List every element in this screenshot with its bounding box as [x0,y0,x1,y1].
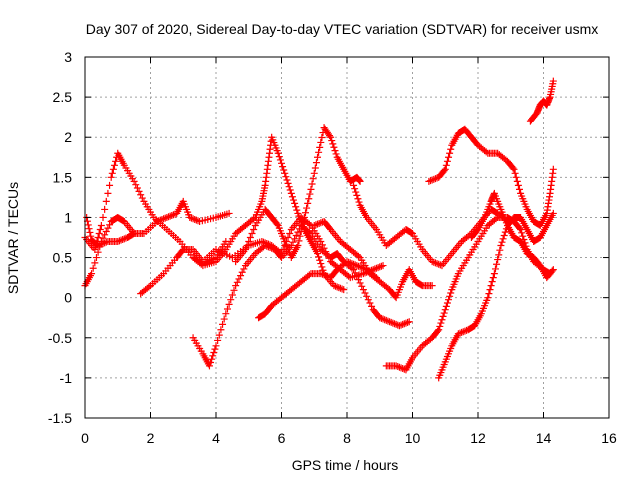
y-tick-label: 0 [64,290,72,306]
x-axis-label: GPS time / hours [292,457,399,473]
y-tick-label: 1 [64,209,72,225]
data-point [232,124,364,266]
y-tick-label: 2 [64,129,72,145]
y-tick-label: 3 [64,49,72,65]
data-point [137,213,387,298]
data-point [526,77,557,125]
y-tick-label: 2.5 [53,89,73,105]
y-tick-label: -0.5 [48,330,72,346]
x-tick-label: 12 [470,430,486,446]
data-point [425,125,557,229]
axis-ticks: 0 2 4 6 8 10 12 14 16 -1.5 -1 -0.5 0 0.5 1 1.5 2 2.5 3 [48,49,617,446]
series-arc4 [137,213,387,298]
chart-title: Day 307 of 2020, Sidereal Day-to-day VTE… [86,21,599,37]
series-arc12 [435,209,557,382]
series-arc13 [425,125,557,229]
x-tick-label: 8 [343,430,351,446]
plot-area [81,77,557,382]
y-tick-label: -1 [60,370,73,386]
series-arc14 [467,189,557,282]
x-tick-label: 2 [147,430,155,446]
y-tick-label: 1.5 [53,169,73,185]
y-tick-label: 0.5 [53,250,73,266]
data-point [435,209,557,382]
x-tick-label: 0 [81,430,89,446]
series-arc7 [189,133,348,294]
series-arc1 [81,149,230,268]
y-tick-label: -1.5 [48,410,72,426]
x-tick-label: 10 [405,430,421,446]
x-tick-label: 4 [212,430,220,446]
data-point [310,217,436,302]
series-arc9 [310,217,436,302]
data-point [189,133,348,294]
y-axis-label: SDTVAR / TECUs [5,182,21,294]
series-arc15 [526,77,557,125]
x-tick-label: 6 [278,430,286,446]
x-tick-label: 14 [536,430,552,446]
series-arc8 [232,124,364,266]
x-tick-label: 16 [601,430,617,446]
data-point [467,189,557,282]
data-point [81,149,230,268]
